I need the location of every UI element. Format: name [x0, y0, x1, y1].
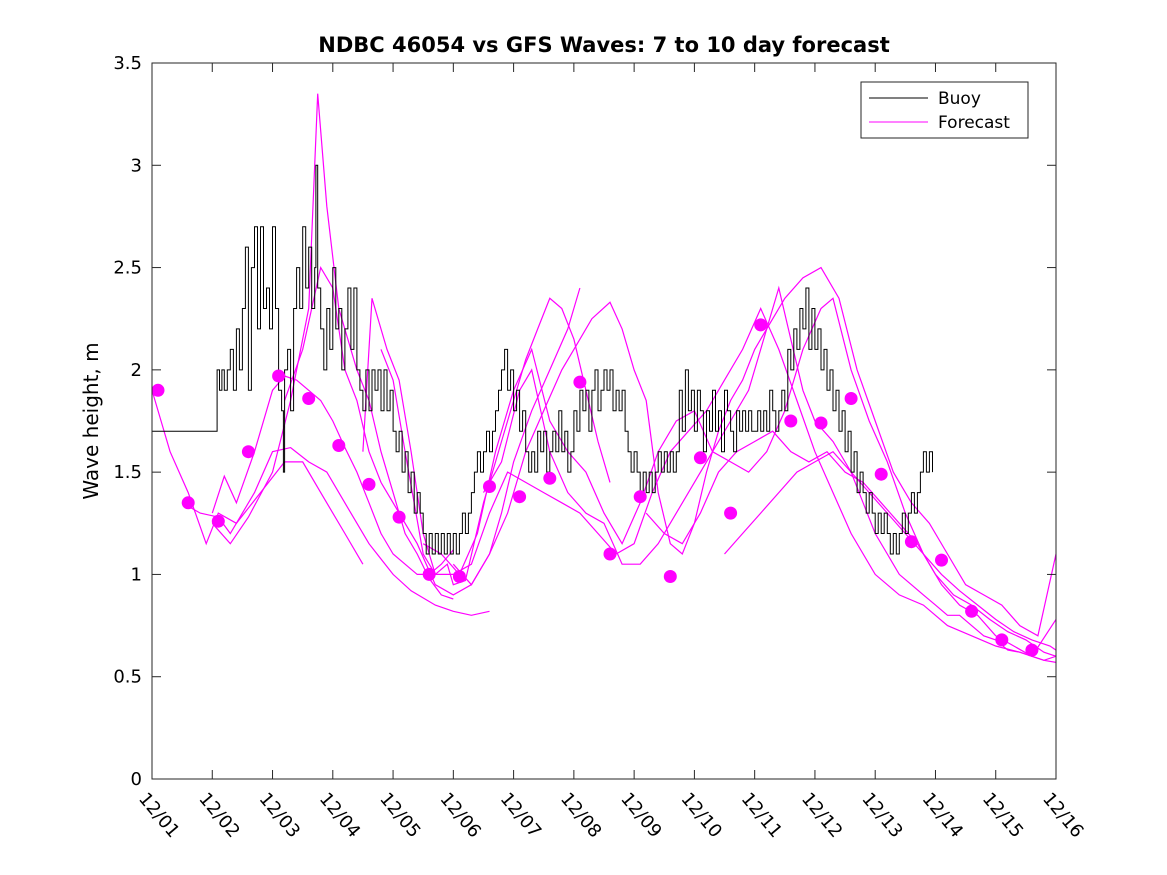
forecast-marker-5: [272, 369, 286, 383]
x-tick-label: 12/14: [918, 789, 967, 842]
forecast-marker-3: [211, 514, 225, 528]
plot-area: [152, 63, 1056, 779]
forecast-marker-29: [995, 633, 1009, 647]
forecast-marker-30: [1025, 643, 1039, 657]
x-tick-label: 12/04: [315, 789, 364, 842]
forecast-marker-22: [784, 414, 798, 428]
y-tick-label: 0: [131, 769, 142, 790]
x-tick-label: 12/16: [1038, 789, 1087, 842]
x-tick-label: 12/10: [677, 789, 726, 842]
forecast-marker-20: [724, 506, 738, 520]
forecast-line-1: [152, 390, 364, 565]
forecast-line-11: [645, 430, 1056, 657]
forecast-marker-27: [935, 553, 948, 567]
forecast-marker-21: [754, 318, 768, 332]
forecast-marker-13: [513, 490, 527, 504]
forecast-marker-18: [663, 570, 677, 583]
forecast-line-12: [724, 450, 1056, 651]
chart-title: NDBC 46054 vs GFS Waves: 7 to 10 day for…: [318, 33, 889, 57]
forecast-marker-26: [904, 535, 918, 549]
y-tick-label: 1: [131, 564, 142, 585]
legend: Buoy Forecast: [860, 81, 1029, 139]
forecast-line-3: [211, 93, 454, 600]
x-tick-label: 12/02: [194, 789, 243, 842]
forecast-line-9: [452, 285, 1056, 663]
y-tick-label: 1.5: [113, 462, 142, 483]
forecast-marker-1: [151, 383, 165, 397]
forecast-marker-16: [603, 547, 617, 561]
forecast-line-10: [482, 266, 1056, 637]
legend-label-buoy: Buoy: [938, 89, 981, 109]
forecast-marker-23: [814, 416, 828, 430]
forecast-marker-19: [693, 451, 707, 465]
plot-frame: [151, 62, 1057, 780]
forecast-marker-4: [241, 445, 255, 459]
forecast-line-8: [422, 297, 1056, 658]
forecast-marker-25: [874, 467, 888, 481]
x-tick-label: 12/11: [737, 789, 786, 842]
legend-box: [860, 81, 1029, 139]
x-tick-label: 12/01: [134, 789, 183, 842]
forecast-marker-14: [543, 471, 557, 485]
y-tick-label: 3: [131, 155, 142, 176]
forecast-marker-15: [573, 375, 587, 389]
forecast-marker-9: [392, 510, 406, 524]
forecast-marker-17: [633, 490, 647, 504]
y-tick-label: 2.5: [113, 258, 142, 279]
x-tick-label: 12/05: [375, 789, 424, 842]
legend-label-forecast: Forecast: [938, 113, 1010, 133]
forecast-series-group: [152, 93, 1056, 663]
forecast-line-6: [362, 297, 611, 586]
forecast-line-4: [211, 375, 454, 575]
x-tick-label: 12/08: [556, 789, 605, 842]
x-tick-label: 12/03: [255, 789, 304, 842]
forecast-marker-10: [422, 567, 436, 581]
x-tick-label: 12/15: [978, 789, 1027, 842]
y-axis: 0 0.5 1 1.5 2 2.5 3 3.5: [113, 53, 1056, 790]
forecast-marker-11: [452, 570, 466, 583]
x-tick-label: 12/13: [857, 789, 906, 842]
forecast-line-7: [380, 307, 1056, 661]
forecast-marker-6: [302, 392, 316, 405]
x-tick-label: 12/07: [496, 789, 545, 842]
forecast-marker-28: [965, 604, 979, 618]
y-axis-label: Wave height, m: [79, 342, 103, 499]
y-tick-label: 2: [131, 360, 142, 381]
forecast-marker-7: [332, 439, 346, 452]
forecast-marker-24: [844, 392, 858, 405]
y-tick-label: 3.5: [113, 53, 142, 74]
x-tick-label: 12/09: [616, 789, 665, 842]
buoy-line: [152, 164, 933, 555]
forecast-marker-2: [181, 496, 195, 510]
x-tick-label: 12/12: [797, 789, 846, 842]
x-tick-label: 12/06: [436, 789, 485, 842]
forecast-markers-group: [151, 318, 1039, 657]
buoy-series-group: [152, 164, 933, 555]
forecast-marker-12: [483, 480, 496, 493]
y-tick-label: 0.5: [113, 667, 142, 688]
forecast-line-2: [181, 446, 490, 616]
forecast-marker-8: [362, 477, 376, 491]
